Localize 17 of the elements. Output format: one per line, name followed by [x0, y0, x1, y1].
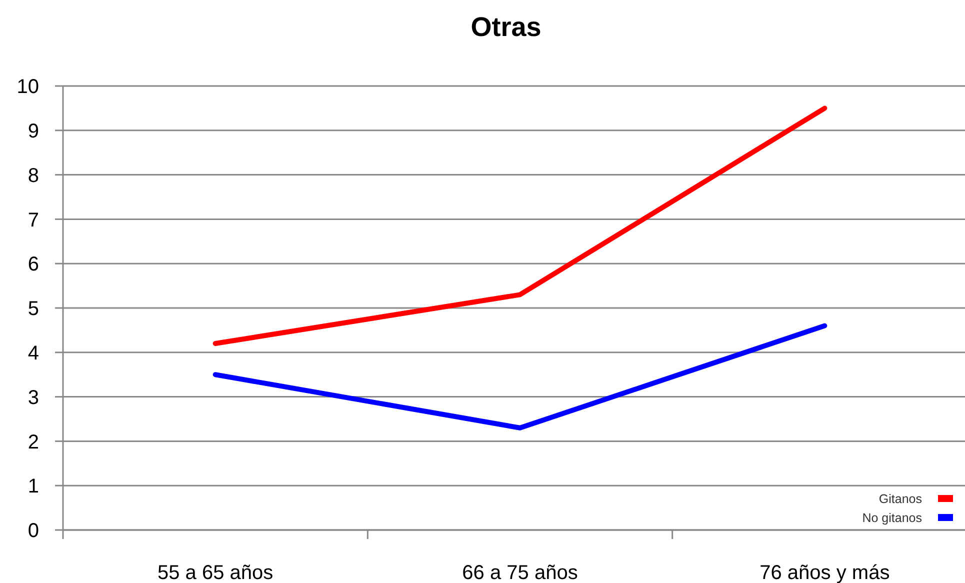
- y-tick-label: 6: [28, 254, 39, 276]
- legend-label: Gitanos: [878, 492, 922, 506]
- x-tick-label: 55 a 65 años: [158, 562, 274, 583]
- y-tick-label: 2: [28, 431, 39, 454]
- x-tick-label: 66 a 75 años: [462, 562, 578, 583]
- legend-label: No gitanos: [862, 510, 922, 524]
- y-tick-label: 7: [28, 209, 39, 232]
- y-tick-label: 4: [28, 342, 39, 364]
- y-tick-label: 0: [28, 520, 39, 542]
- chart-title: Otras: [470, 12, 542, 43]
- y-tick-label: 9: [28, 120, 39, 142]
- y-tick-label: 1: [28, 476, 39, 498]
- y-tick-label: 5: [28, 298, 39, 320]
- y-tick-label: 10: [16, 76, 39, 98]
- y-tick-label: 3: [28, 386, 39, 409]
- y-tick-label: 8: [28, 164, 39, 187]
- x-tick-label: 76 años y más: [760, 562, 890, 583]
